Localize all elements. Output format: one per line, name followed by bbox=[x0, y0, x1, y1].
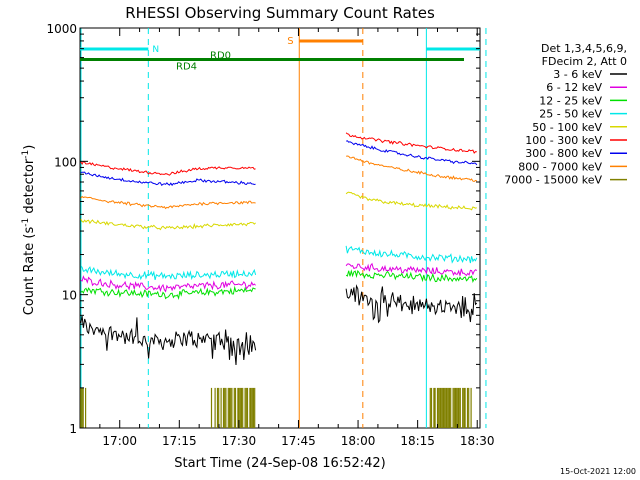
y-axis-label: Count Rate (s-1 detector-1) bbox=[21, 145, 37, 316]
legend-label: 3 - 6 keV bbox=[553, 68, 602, 81]
rd4-label: RD4 bbox=[176, 62, 197, 73]
x-axis-label: Start Time (24-Sep-08 16:52:42) bbox=[174, 456, 385, 471]
series-line bbox=[80, 195, 256, 210]
series-line bbox=[345, 132, 477, 154]
series-line bbox=[80, 218, 256, 231]
x-tick-label: 17:15 bbox=[162, 434, 197, 448]
x-tick-label: 17:45 bbox=[281, 434, 316, 448]
legend-label: 7000 - 15000 keV bbox=[504, 174, 602, 187]
legend-label: 25 - 50 keV bbox=[539, 108, 602, 121]
series-line bbox=[345, 284, 478, 324]
series-line bbox=[345, 245, 478, 264]
legend-label: 300 - 800 keV bbox=[525, 147, 602, 160]
legend-label: 100 - 300 keV bbox=[525, 134, 602, 147]
series-line bbox=[80, 265, 257, 281]
x-tick-label: 18:00 bbox=[341, 434, 376, 448]
series-line bbox=[80, 315, 257, 366]
legend: Det 1,3,4,5,6,9, FDecim 2, Att 0 3 - 6 k… bbox=[504, 42, 627, 187]
series-line bbox=[345, 262, 478, 277]
saa-label: S bbox=[287, 36, 293, 47]
series-line bbox=[345, 191, 477, 211]
series-line bbox=[345, 140, 478, 166]
series-line bbox=[346, 155, 478, 183]
legend-label: 6 - 12 keV bbox=[546, 81, 602, 94]
legend-header-line-2: FDecim 2, Att 0 bbox=[542, 55, 627, 68]
series-line bbox=[345, 269, 478, 283]
legend-header-line-1: Det 1,3,4,5,6,9, bbox=[541, 42, 627, 55]
orbit-markers: N S RD4 RD0 bbox=[80, 28, 487, 428]
chart-title: RHESSI Observing Summary Count Rates bbox=[125, 4, 435, 22]
x-tick-label: 17:00 bbox=[102, 434, 137, 448]
legend-label: 800 - 7000 keV bbox=[518, 160, 602, 173]
legend-label: 12 - 25 keV bbox=[539, 94, 602, 107]
x-tick-label: 18:30 bbox=[460, 434, 495, 448]
y-axis-ticks: 1 10 100 1000 bbox=[46, 22, 480, 436]
plot-frame bbox=[79, 27, 481, 429]
x-tick-label: 18:15 bbox=[400, 434, 435, 448]
footer-date: 15-Oct-2021 12:00 bbox=[560, 467, 636, 476]
y-tick-label: 1000 bbox=[46, 22, 77, 36]
series-line bbox=[80, 275, 256, 293]
series-line bbox=[80, 160, 256, 176]
x-axis-ticks: 17:00 17:15 17:30 17:45 18:00 18:15 18:30 bbox=[99, 28, 495, 448]
series-line bbox=[80, 171, 256, 187]
background-channel bbox=[80, 387, 472, 428]
series-line bbox=[80, 285, 256, 300]
y-tick-label: 1 bbox=[69, 422, 77, 436]
legend-label: 50 - 100 keV bbox=[532, 121, 602, 134]
x-tick-label: 17:30 bbox=[222, 434, 257, 448]
y-tick-label: 10 bbox=[62, 289, 77, 303]
night-label: N bbox=[152, 45, 159, 55]
y-tick-label: 100 bbox=[54, 155, 77, 169]
rd0-label: RD0 bbox=[210, 51, 231, 62]
series-lines bbox=[80, 132, 478, 366]
